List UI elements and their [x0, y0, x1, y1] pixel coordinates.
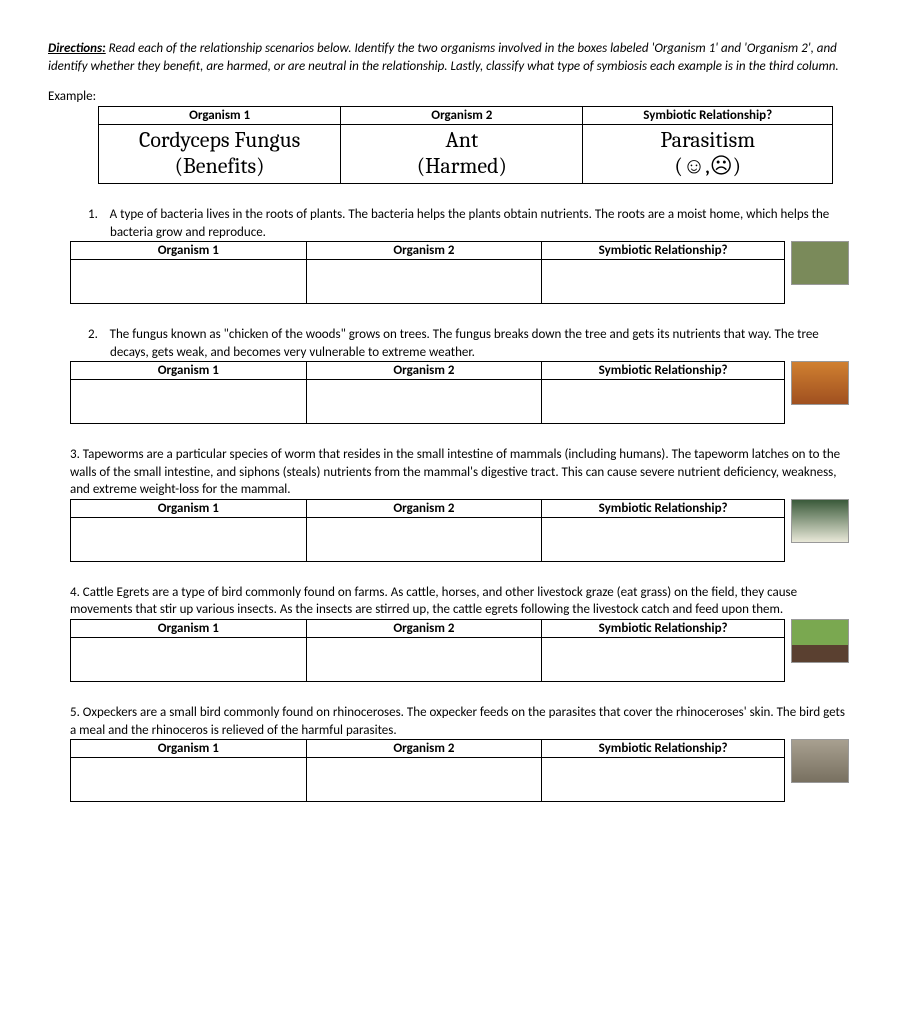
answer-header: Organism 1: [71, 362, 307, 380]
answer-table: Organism 1Organism 2Symbiotic Relationsh…: [70, 619, 785, 682]
thumbnail-image: [791, 241, 849, 285]
answer-header: Organism 1: [71, 499, 307, 517]
question-row: Organism 1Organism 2Symbiotic Relationsh…: [70, 241, 849, 304]
example-org2: Ant (Harmed): [341, 125, 583, 184]
thumbnail-image: [791, 739, 849, 783]
thumbnail-image: [791, 619, 849, 663]
answer-cell[interactable]: [71, 380, 307, 424]
question-block: 1. A type of bacteria lives in the roots…: [48, 206, 849, 304]
answer-cell[interactable]: [306, 517, 542, 561]
example-rel: Parasitism (☺,☹): [583, 125, 833, 184]
question-row: Organism 1Organism 2Symbiotic Relationsh…: [70, 499, 849, 562]
answer-cell[interactable]: [542, 380, 785, 424]
answer-cell[interactable]: [542, 260, 785, 304]
example-table: Organism 1 Organism 2 Symbiotic Relation…: [98, 106, 833, 184]
example-rel-name: Parasitism: [587, 127, 828, 153]
answer-cell[interactable]: [71, 260, 307, 304]
example-org2-name: Ant: [345, 127, 578, 153]
question-number: 1.: [88, 207, 110, 222]
example-label: Example:: [48, 89, 849, 104]
question-prompt: 2. The fungus known as "chicken of the w…: [88, 326, 849, 361]
answer-cell[interactable]: [71, 758, 307, 802]
answer-cell[interactable]: [542, 638, 785, 682]
answer-header: Organism 2: [306, 242, 542, 260]
question-block: 5. Oxpeckers are a small bird commonly f…: [48, 704, 849, 802]
example-org1-name: Cordyceps Fungus: [103, 127, 336, 153]
answer-header: Organism 2: [306, 362, 542, 380]
answer-cell[interactable]: [306, 380, 542, 424]
answer-header: Organism 1: [71, 242, 307, 260]
question-prompt: 3. Tapeworms are a particular species of…: [70, 446, 849, 499]
answer-header: Organism 2: [306, 499, 542, 517]
thumbnail-image: [791, 361, 849, 405]
answer-header: Organism 2: [306, 620, 542, 638]
answer-table: Organism 1Organism 2Symbiotic Relationsh…: [70, 739, 785, 802]
answer-header: Symbiotic Relationship?: [542, 620, 785, 638]
answer-table: Organism 1Organism 2Symbiotic Relationsh…: [70, 499, 785, 562]
header-rel: Symbiotic Relationship?: [583, 107, 833, 125]
question-prompt: 5. Oxpeckers are a small bird commonly f…: [70, 704, 849, 739]
directions-label: Directions:: [48, 41, 106, 56]
question-block: 2. The fungus known as "chicken of the w…: [48, 326, 849, 424]
answer-cell[interactable]: [306, 638, 542, 682]
question-block: 3. Tapeworms are a particular species of…: [48, 446, 849, 562]
answer-cell[interactable]: [542, 758, 785, 802]
answer-header: Symbiotic Relationship?: [542, 740, 785, 758]
answer-header: Symbiotic Relationship?: [542, 362, 785, 380]
example-rel-note: (☺,☹): [587, 153, 828, 179]
answer-cell[interactable]: [306, 758, 542, 802]
question-block: 4. Cattle Egrets are a type of bird comm…: [48, 584, 849, 682]
question-prompt: 4. Cattle Egrets are a type of bird comm…: [70, 584, 849, 619]
answer-table: Organism 1Organism 2Symbiotic Relationsh…: [70, 361, 785, 424]
example-org2-note: (Harmed): [345, 153, 578, 179]
question-number: 2.: [88, 327, 110, 342]
question-row: Organism 1Organism 2Symbiotic Relationsh…: [70, 361, 849, 424]
answer-cell[interactable]: [71, 517, 307, 561]
answer-table: Organism 1Organism 2Symbiotic Relationsh…: [70, 241, 785, 304]
example-org1: Cordyceps Fungus (Benefits): [99, 125, 341, 184]
answer-header: Symbiotic Relationship?: [542, 242, 785, 260]
answer-cell[interactable]: [306, 260, 542, 304]
example-org1-note: (Benefits): [103, 153, 336, 179]
question-prompt: 1. A type of bacteria lives in the roots…: [88, 206, 849, 241]
answer-cell[interactable]: [71, 638, 307, 682]
question-row: Organism 1Organism 2Symbiotic Relationsh…: [70, 739, 849, 802]
answer-header: Organism 2: [306, 740, 542, 758]
answer-header: Symbiotic Relationship?: [542, 499, 785, 517]
header-org1: Organism 1: [99, 107, 341, 125]
directions: Directions: Read each of the relationshi…: [48, 40, 849, 75]
thumbnail-image: [791, 499, 849, 543]
header-org2: Organism 2: [341, 107, 583, 125]
question-row: Organism 1Organism 2Symbiotic Relationsh…: [70, 619, 849, 682]
answer-cell[interactable]: [542, 517, 785, 561]
answer-header: Organism 1: [71, 740, 307, 758]
directions-text: Read each of the relationship scenarios …: [48, 41, 839, 74]
answer-header: Organism 1: [71, 620, 307, 638]
